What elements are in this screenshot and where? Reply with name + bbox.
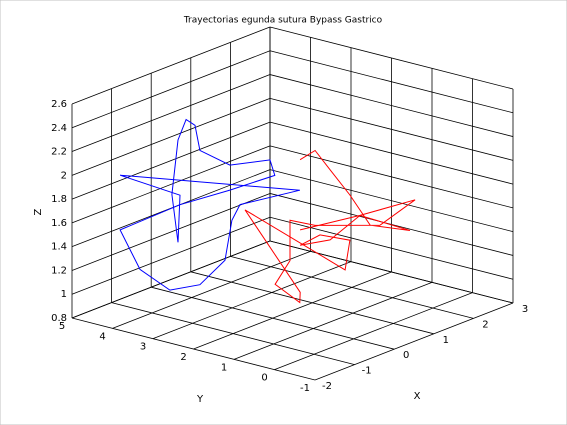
z-tick-label: 1.6 <box>51 218 67 229</box>
y-tick-label: 5 <box>59 321 65 332</box>
y-tick-label: 1 <box>221 362 227 373</box>
grid-line <box>274 292 473 371</box>
grid-line <box>71 50 271 129</box>
grid-line <box>71 97 271 176</box>
grid-line <box>71 216 271 295</box>
grid-line <box>269 145 514 209</box>
grid-line <box>71 145 271 224</box>
z-tick-label: 2 <box>61 170 67 181</box>
z-tick-label: 1 <box>61 289 67 300</box>
grid-line <box>269 121 514 185</box>
y-tick-label: 4 <box>99 331 105 342</box>
x-tick-label: -1 <box>362 366 372 377</box>
grid-line <box>71 193 271 271</box>
z-tick-label: 2.4 <box>51 123 67 134</box>
grid-line <box>71 121 271 200</box>
x-tick-label: 2 <box>482 319 488 330</box>
y-tick-label: 3 <box>140 342 146 353</box>
z-axis-label: Z <box>33 208 44 215</box>
y-tick-label: 0 <box>261 373 267 384</box>
grid-line <box>314 302 514 381</box>
grid-line <box>152 261 352 340</box>
z-tick-label: 0.8 <box>51 313 67 324</box>
z-tick-label: 2.6 <box>51 99 67 110</box>
x-axis-label: X <box>414 391 421 402</box>
grid-line <box>193 271 392 350</box>
grid-line <box>269 26 514 90</box>
grid-line <box>71 240 271 319</box>
x-tick-label: 0 <box>403 350 409 361</box>
x-tick-label: 1 <box>443 335 449 346</box>
grid-line <box>71 26 271 105</box>
grid-line <box>71 74 271 152</box>
trajectory-line <box>244 149 416 304</box>
trajectory-line <box>119 118 301 291</box>
grid-line <box>269 50 514 114</box>
grid-line <box>112 250 311 329</box>
grid-line <box>269 240 514 304</box>
z-tick-label: 1.8 <box>51 194 67 205</box>
z-tick-label: 1.2 <box>51 265 67 276</box>
z-tick-label: 2.2 <box>51 147 67 158</box>
chart-title: Trayectorias egunda sutura Bypass Gastri… <box>183 16 383 26</box>
x-tick-label: 3 <box>522 304 528 315</box>
y-tick-label: 2 <box>180 352 186 363</box>
x-tick-label: -2 <box>322 381 332 392</box>
grid-line <box>233 281 433 360</box>
z-tick-label: 1.4 <box>51 242 67 253</box>
y-tick-label: -1 <box>300 383 310 394</box>
grid-line <box>269 169 514 233</box>
grid-line <box>269 97 514 161</box>
grid-line <box>269 74 514 137</box>
y-axis-label: Y <box>196 394 204 405</box>
